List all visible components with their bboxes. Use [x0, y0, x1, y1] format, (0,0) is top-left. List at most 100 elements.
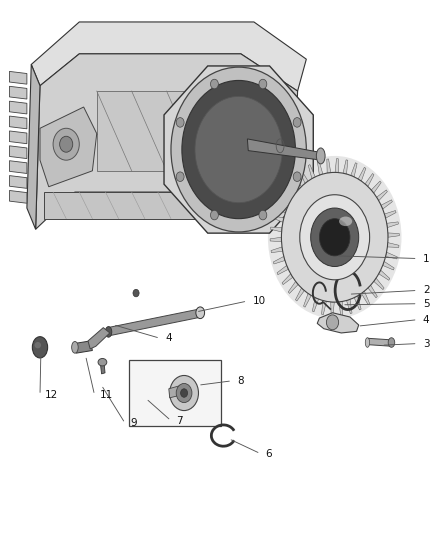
FancyBboxPatch shape [130, 360, 221, 426]
Polygon shape [285, 185, 296, 197]
Text: 2: 2 [423, 286, 430, 295]
Circle shape [176, 172, 184, 181]
Ellipse shape [72, 342, 78, 353]
Text: 10: 10 [253, 296, 266, 306]
Polygon shape [327, 159, 331, 173]
Circle shape [282, 172, 388, 302]
Polygon shape [388, 233, 399, 237]
Polygon shape [365, 174, 374, 187]
Text: 7: 7 [176, 416, 183, 426]
Circle shape [171, 67, 306, 232]
Polygon shape [270, 237, 282, 241]
Ellipse shape [196, 307, 205, 319]
Circle shape [293, 172, 301, 181]
Polygon shape [10, 71, 27, 84]
Polygon shape [317, 313, 359, 333]
Polygon shape [383, 261, 394, 270]
Polygon shape [44, 192, 232, 219]
Polygon shape [381, 200, 392, 209]
Text: 5: 5 [423, 298, 430, 309]
Polygon shape [374, 278, 384, 289]
Polygon shape [343, 160, 348, 174]
Polygon shape [10, 131, 27, 144]
Polygon shape [308, 165, 315, 179]
Circle shape [293, 118, 301, 127]
Polygon shape [312, 297, 318, 312]
Circle shape [176, 118, 184, 127]
Polygon shape [300, 170, 308, 183]
Circle shape [211, 79, 219, 89]
Polygon shape [97, 91, 228, 171]
Text: 4: 4 [423, 314, 430, 325]
Polygon shape [354, 296, 361, 310]
Circle shape [259, 211, 267, 220]
Circle shape [319, 219, 350, 256]
Text: 11: 11 [100, 390, 113, 400]
Polygon shape [271, 247, 283, 253]
Polygon shape [346, 300, 352, 313]
Text: 9: 9 [131, 418, 137, 429]
Circle shape [211, 211, 219, 220]
Text: 6: 6 [266, 449, 272, 458]
Polygon shape [335, 159, 339, 173]
Polygon shape [10, 116, 27, 129]
Polygon shape [321, 301, 326, 314]
Polygon shape [100, 360, 105, 374]
Polygon shape [367, 338, 392, 346]
Polygon shape [31, 22, 306, 91]
Polygon shape [318, 161, 323, 175]
Circle shape [176, 383, 192, 402]
Polygon shape [387, 222, 399, 228]
Polygon shape [379, 270, 390, 280]
Circle shape [326, 315, 339, 330]
Polygon shape [169, 384, 185, 398]
Polygon shape [279, 194, 291, 205]
Polygon shape [10, 146, 27, 159]
Ellipse shape [35, 342, 41, 349]
Circle shape [259, 79, 267, 89]
Circle shape [300, 195, 370, 280]
Ellipse shape [32, 337, 48, 358]
Polygon shape [247, 139, 321, 160]
Polygon shape [10, 86, 27, 99]
Polygon shape [377, 190, 387, 201]
Polygon shape [270, 227, 282, 232]
Text: 8: 8 [237, 376, 244, 386]
Ellipse shape [316, 148, 325, 164]
Polygon shape [164, 66, 313, 233]
Polygon shape [282, 274, 293, 285]
Text: 1: 1 [423, 254, 430, 263]
Text: 12: 12 [45, 390, 59, 400]
Polygon shape [351, 163, 357, 177]
Ellipse shape [98, 359, 107, 366]
Polygon shape [10, 101, 27, 114]
Polygon shape [10, 161, 27, 173]
Polygon shape [331, 302, 334, 316]
Ellipse shape [339, 216, 352, 226]
Circle shape [180, 389, 187, 397]
Ellipse shape [105, 327, 112, 337]
Circle shape [53, 128, 79, 160]
Polygon shape [361, 291, 370, 304]
Polygon shape [88, 328, 110, 349]
Circle shape [60, 136, 73, 152]
Polygon shape [35, 54, 297, 229]
Polygon shape [368, 285, 377, 298]
Polygon shape [27, 64, 40, 229]
Text: 3: 3 [423, 338, 430, 349]
Polygon shape [288, 281, 298, 294]
Polygon shape [40, 107, 97, 187]
Circle shape [195, 96, 283, 203]
Polygon shape [275, 205, 287, 213]
Ellipse shape [388, 338, 395, 348]
Circle shape [170, 375, 198, 410]
Polygon shape [277, 265, 288, 274]
Polygon shape [385, 211, 396, 218]
Polygon shape [74, 341, 92, 353]
Polygon shape [296, 288, 304, 301]
Polygon shape [304, 294, 311, 307]
Polygon shape [339, 302, 343, 316]
Ellipse shape [365, 338, 370, 348]
Circle shape [311, 208, 359, 266]
Circle shape [182, 80, 295, 219]
